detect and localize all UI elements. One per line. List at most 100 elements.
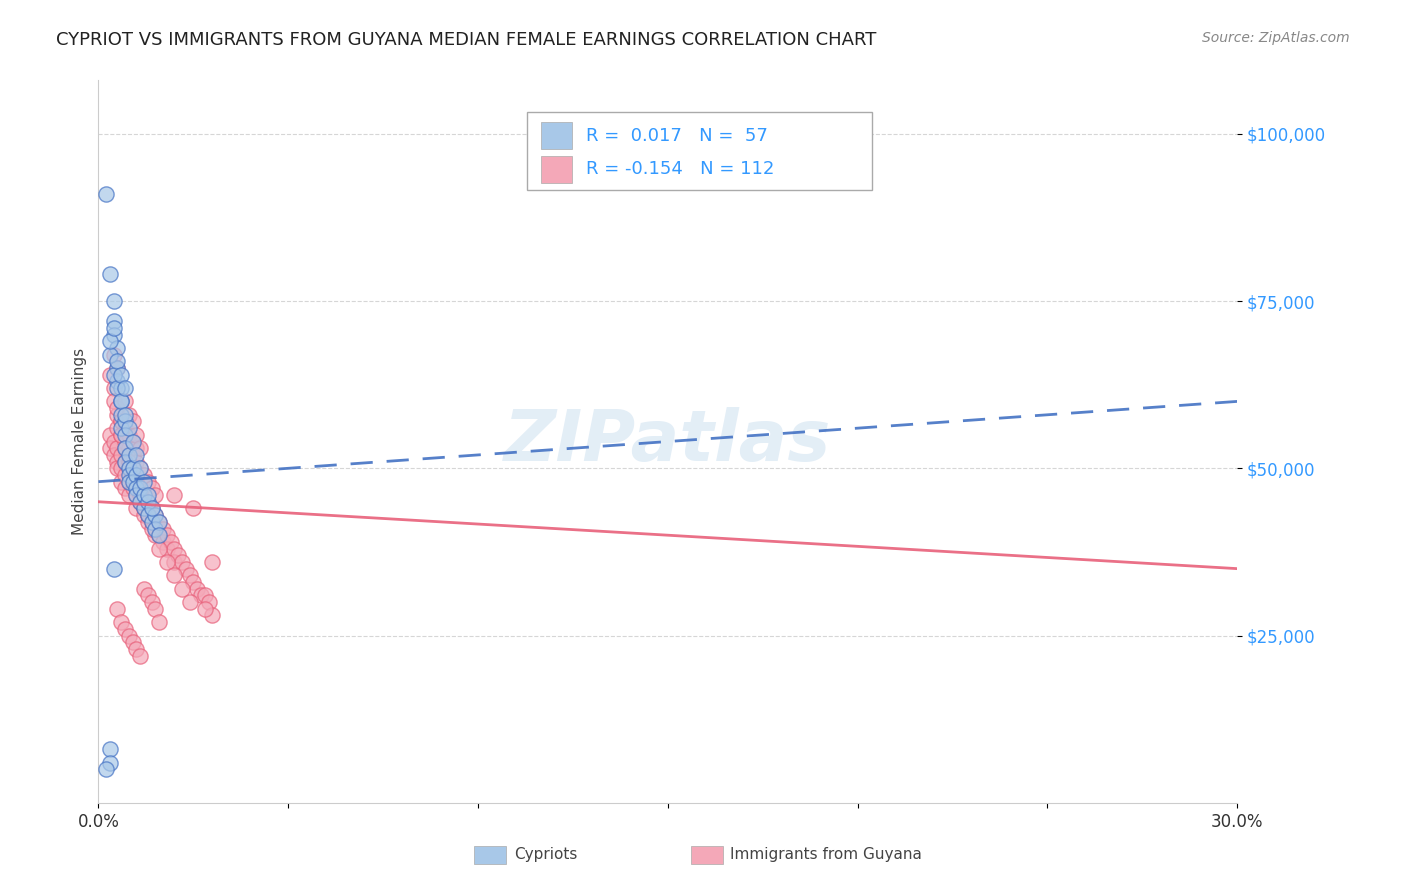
Point <box>129 494 152 508</box>
Y-axis label: Median Female Earnings: Median Female Earnings <box>72 348 87 535</box>
Point <box>103 348 125 362</box>
Point <box>136 508 159 523</box>
Point <box>103 394 125 409</box>
Point <box>103 320 125 334</box>
Point <box>129 494 152 508</box>
Point <box>103 293 125 308</box>
Point <box>114 394 136 409</box>
Point <box>141 521 163 535</box>
Point <box>170 555 193 569</box>
Point <box>118 628 141 642</box>
Text: Source: ZipAtlas.com: Source: ZipAtlas.com <box>1202 31 1350 45</box>
Point <box>183 575 205 590</box>
Point <box>148 515 170 529</box>
Point <box>110 461 132 475</box>
Point <box>141 515 163 529</box>
Point <box>152 521 174 535</box>
Point <box>98 268 121 282</box>
Point <box>132 467 155 482</box>
Point <box>110 368 132 382</box>
Point <box>125 482 148 496</box>
Point <box>129 488 152 502</box>
Point <box>110 414 132 428</box>
Point <box>148 528 170 542</box>
Point <box>152 534 174 549</box>
Point <box>94 762 117 776</box>
Point <box>136 508 159 523</box>
Point <box>107 421 129 435</box>
Point <box>170 582 193 596</box>
Point <box>141 501 163 516</box>
Point <box>194 589 217 603</box>
Point <box>132 488 155 502</box>
Point <box>114 408 136 422</box>
Point <box>114 454 136 469</box>
Point <box>163 541 186 556</box>
Point <box>98 427 121 442</box>
Point <box>125 488 148 502</box>
Point <box>136 488 159 502</box>
Point <box>110 427 132 442</box>
Point <box>132 501 155 516</box>
Point <box>114 454 136 469</box>
Point <box>136 494 159 508</box>
Point <box>110 448 132 462</box>
Point <box>179 595 201 609</box>
Point <box>103 368 125 382</box>
Bar <box>474 847 506 864</box>
Point <box>107 454 129 469</box>
Point <box>141 515 163 529</box>
Point <box>114 421 136 435</box>
Point <box>129 482 152 496</box>
Text: Cypriots: Cypriots <box>515 847 578 863</box>
Point <box>121 414 143 428</box>
Point <box>107 602 129 616</box>
Point <box>125 475 148 489</box>
Point <box>110 381 132 395</box>
Point <box>141 482 163 496</box>
Point <box>118 488 141 502</box>
Point <box>107 381 129 395</box>
Point <box>132 475 155 489</box>
Point <box>118 475 141 489</box>
Point <box>145 521 167 535</box>
Point <box>136 515 159 529</box>
Point <box>141 595 163 609</box>
Point <box>98 742 121 756</box>
Point <box>201 555 224 569</box>
Point <box>107 441 129 455</box>
Point <box>121 635 143 649</box>
Point <box>148 515 170 529</box>
Point <box>145 521 167 535</box>
Point <box>121 475 143 489</box>
Point <box>156 555 179 569</box>
Point <box>194 602 217 616</box>
Point <box>136 508 159 523</box>
Text: R =  0.017   N =  57: R = 0.017 N = 57 <box>586 127 768 145</box>
Point <box>118 475 141 489</box>
Point <box>118 461 141 475</box>
Point <box>118 467 141 482</box>
Point <box>183 501 205 516</box>
Point <box>118 454 141 469</box>
Point <box>110 615 132 630</box>
Point <box>125 475 148 489</box>
Point <box>156 541 179 556</box>
Point <box>107 354 129 368</box>
Point <box>121 434 143 449</box>
Point <box>114 467 136 482</box>
Bar <box>690 847 723 864</box>
Point <box>156 528 179 542</box>
Point <box>197 595 219 609</box>
Point <box>132 508 155 523</box>
Point <box>145 488 167 502</box>
Text: Immigrants from Guyana: Immigrants from Guyana <box>731 847 922 863</box>
Point <box>121 461 143 475</box>
Point <box>107 341 129 355</box>
Point <box>174 562 197 576</box>
Point <box>98 348 121 362</box>
Point <box>118 421 141 435</box>
Point <box>107 408 129 422</box>
Point <box>98 756 121 770</box>
Point <box>125 467 148 482</box>
